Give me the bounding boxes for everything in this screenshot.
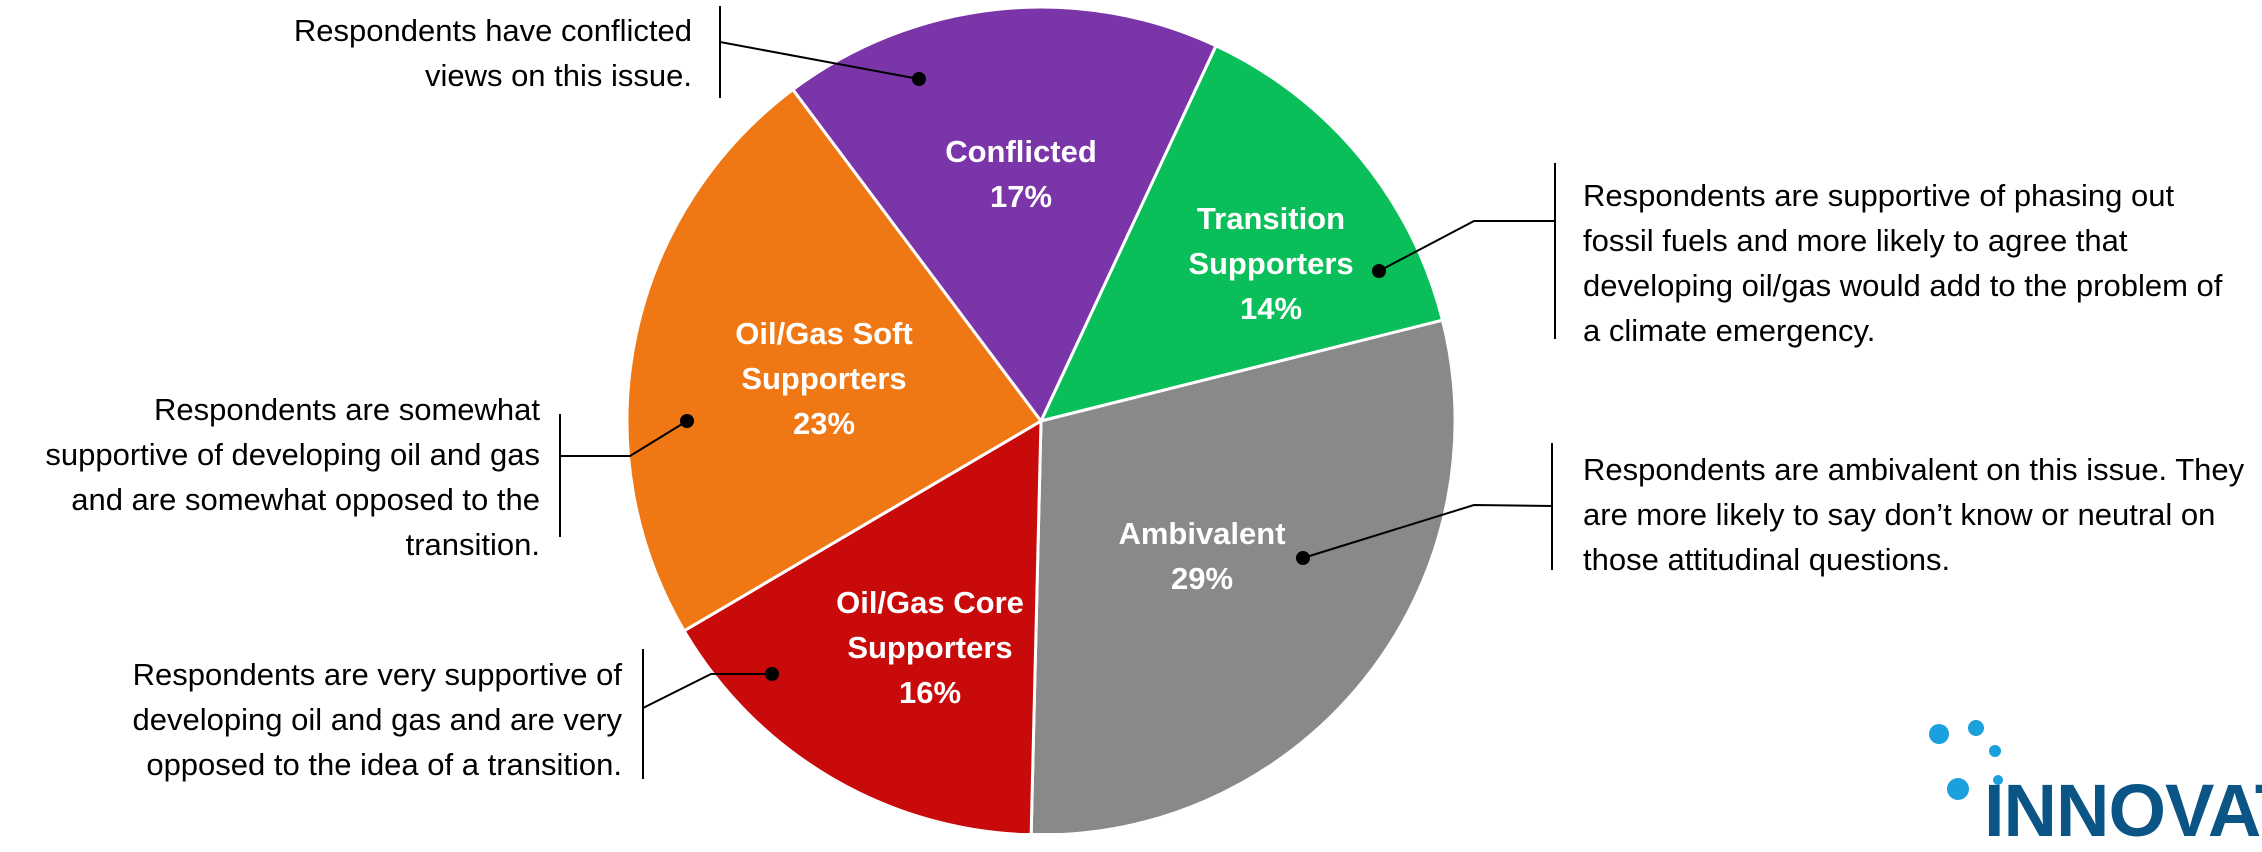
logo-dots (1929, 720, 2003, 800)
annotation: Respondents have conflicted views on thi… (293, 13, 692, 93)
value-label: 16% (898, 675, 962, 710)
dot (1372, 264, 1386, 278)
annotation: Respondents are very supportive of devel… (132, 657, 622, 782)
logo-dot (1989, 745, 2001, 757)
logo-dot (1947, 778, 1969, 800)
logo-dot (1993, 775, 2003, 785)
annotation: Respondents are supportive of phasing ou… (1583, 178, 2223, 348)
slice (790, 5, 1218, 424)
value-label: 29% (1170, 561, 1234, 596)
page: Transition Supporters 14% Ambivalent 29% O… (45, 5, 2262, 848)
logo-dot (1968, 720, 1984, 736)
slice-label: Ambivalent 29% (1107, 511, 1297, 601)
annotation: Respondents are somewhat supportive of d… (45, 392, 540, 562)
chart (559, 5, 2003, 833)
leader (719, 41, 920, 80)
slice-label: Oil/Gas Soft Supporters 23% (719, 311, 929, 446)
dot (765, 667, 779, 681)
annotation: Respondents are ambivalent on this issue… (1583, 452, 2245, 577)
slice (1029, 318, 1457, 833)
slice (682, 418, 1043, 833)
category-label: Oil/Gas Soft Supporters (735, 316, 913, 396)
leader (642, 673, 772, 709)
logo: INNOVATIV (1984, 769, 2262, 852)
dot (912, 72, 926, 86)
slice (625, 87, 1044, 633)
leaders (559, 6, 1556, 779)
value-label: 23% (792, 406, 856, 441)
dot (680, 414, 694, 428)
slice-label: Transition Supporters 14% (1176, 196, 1366, 331)
slice (1038, 43, 1445, 424)
slice-label: Conflicted 17% (926, 129, 1116, 219)
category-label: Conflicted (945, 134, 1097, 169)
leader (1378, 220, 1555, 272)
slice-label: Oil/Gas Core Supporters 16% (825, 580, 1035, 715)
category-label: Oil/Gas Core Supporters (836, 585, 1024, 665)
dots (680, 72, 1386, 681)
dot (1296, 551, 1310, 565)
leader (560, 420, 688, 457)
logo-dot (1929, 724, 1949, 744)
category-label: Transition Supporters (1188, 201, 1354, 281)
category-label: Ambivalent (1118, 516, 1286, 551)
value-label: 14% (1239, 291, 1303, 326)
leader (1302, 503, 1553, 559)
value-label: 17% (989, 179, 1053, 214)
